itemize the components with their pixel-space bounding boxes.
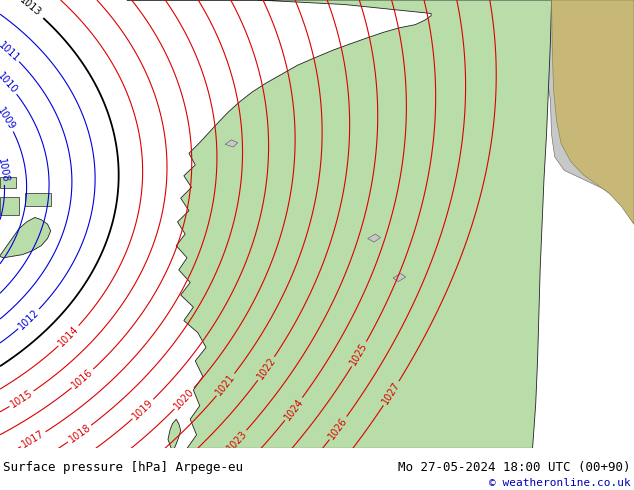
Text: 1019: 1019 — [131, 397, 155, 421]
Text: 1026: 1026 — [327, 415, 349, 441]
Polygon shape — [127, 0, 552, 448]
Polygon shape — [368, 234, 380, 242]
Text: 1011: 1011 — [0, 40, 21, 64]
Polygon shape — [393, 273, 406, 282]
Text: 1010: 1010 — [0, 71, 19, 96]
Text: 1014: 1014 — [56, 324, 81, 348]
Text: 1023: 1023 — [224, 428, 249, 453]
Polygon shape — [0, 177, 16, 188]
Polygon shape — [25, 193, 51, 206]
Text: Mo 27-05-2024 18:00 UTC (00+90): Mo 27-05-2024 18:00 UTC (00+90) — [398, 461, 631, 474]
Text: 1027: 1027 — [380, 380, 402, 406]
Text: © weatheronline.co.uk: © weatheronline.co.uk — [489, 478, 631, 488]
Text: Surface pressure [hPa] Arpege-eu: Surface pressure [hPa] Arpege-eu — [3, 461, 243, 474]
Text: 1021: 1021 — [214, 372, 237, 397]
Text: 1008: 1008 — [0, 158, 10, 184]
Text: 1013: 1013 — [18, 0, 43, 19]
Text: 1015: 1015 — [9, 388, 35, 410]
Text: 1020: 1020 — [172, 386, 197, 411]
Polygon shape — [0, 218, 51, 258]
Polygon shape — [225, 140, 238, 147]
Polygon shape — [168, 419, 181, 448]
Polygon shape — [0, 197, 19, 215]
Text: 1018: 1018 — [67, 422, 93, 445]
Text: 1016: 1016 — [70, 367, 95, 391]
Text: 1025: 1025 — [349, 341, 370, 368]
Text: 1024: 1024 — [282, 396, 305, 422]
Text: 1009: 1009 — [0, 106, 17, 132]
Polygon shape — [552, 0, 634, 224]
Text: 1022: 1022 — [255, 356, 278, 382]
Polygon shape — [456, 0, 634, 224]
Text: 1017: 1017 — [20, 429, 46, 450]
Text: 1012: 1012 — [16, 307, 41, 331]
